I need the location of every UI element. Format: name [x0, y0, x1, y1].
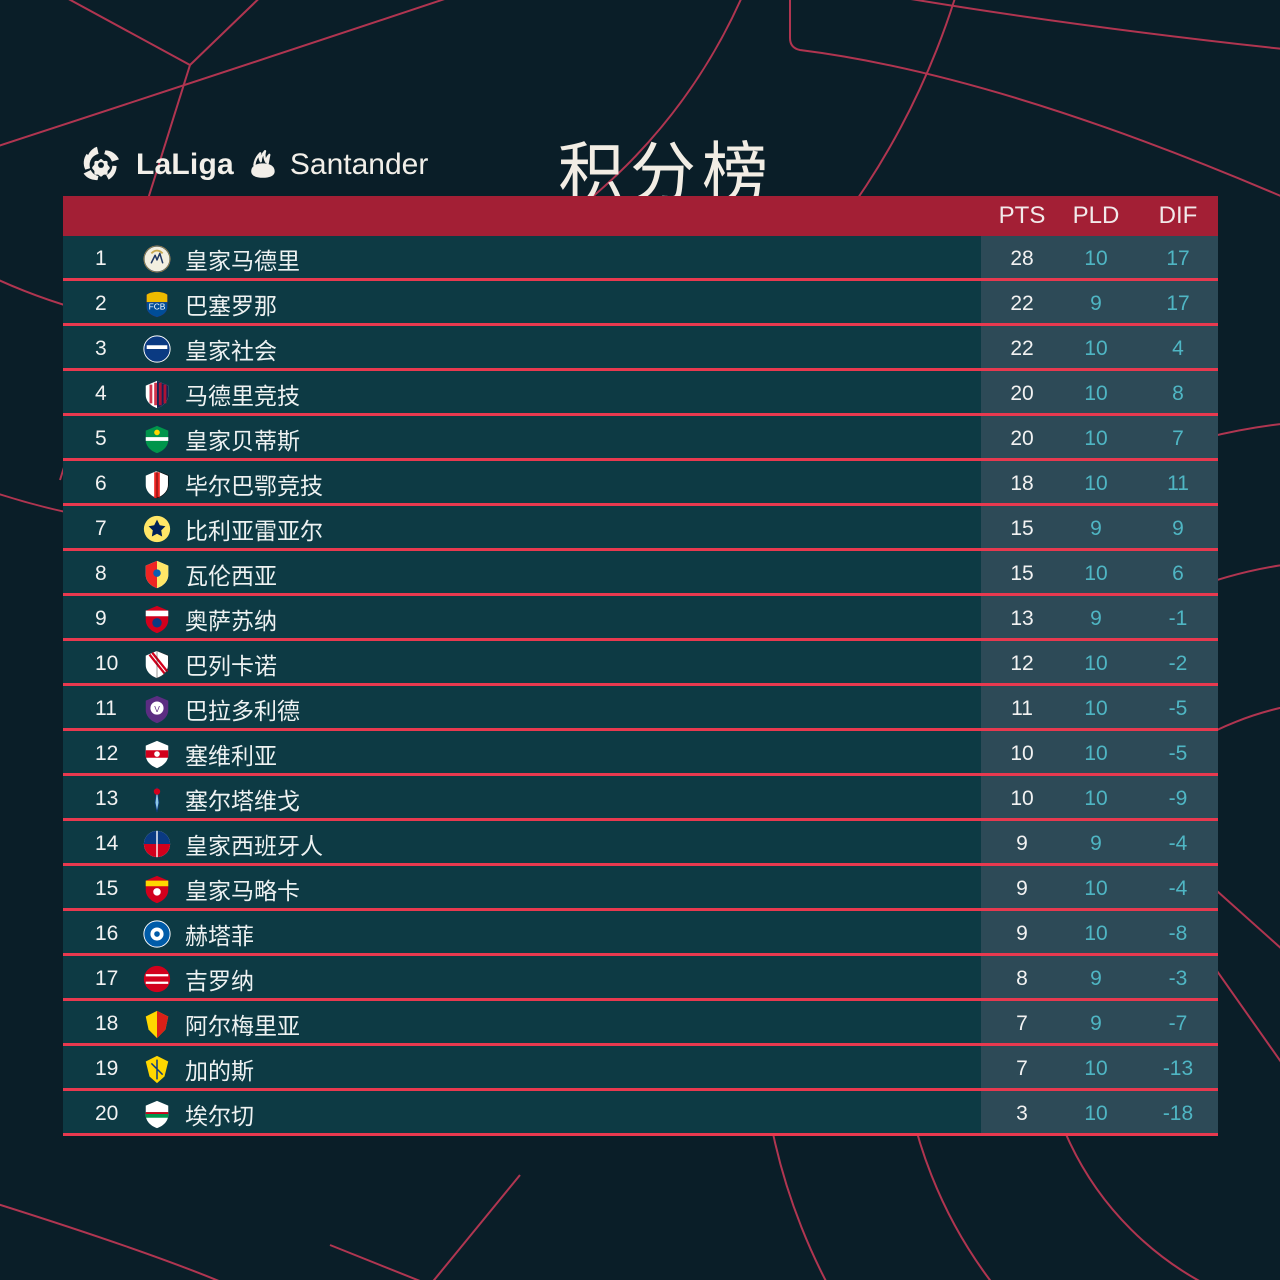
svg-text:FCB: FCB	[149, 301, 166, 311]
svg-text:V: V	[154, 703, 160, 713]
